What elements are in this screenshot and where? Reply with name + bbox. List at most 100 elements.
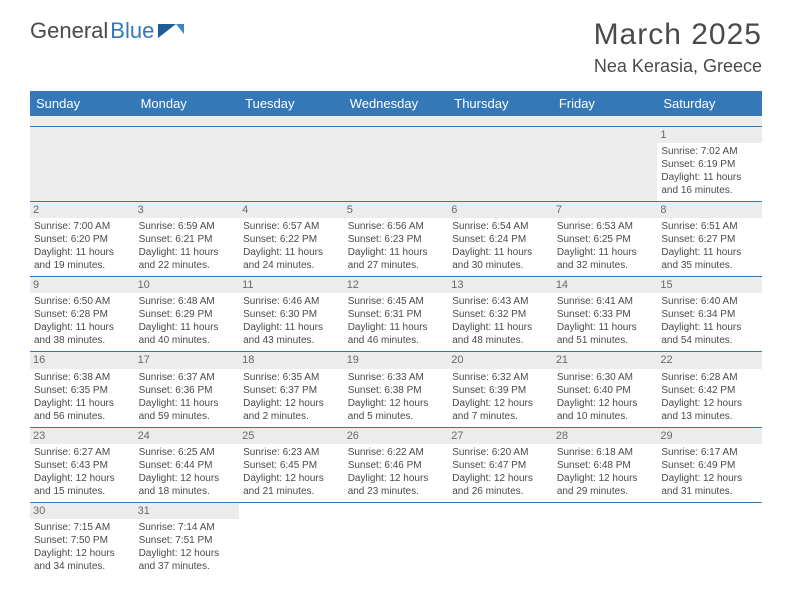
day-number: 2: [30, 202, 135, 218]
day-cell: [553, 502, 658, 577]
day-number: 15: [657, 277, 762, 293]
cell-text: Sunset: 6:40 PM: [557, 384, 654, 397]
cell-text: Sunrise: 6:40 AM: [661, 295, 758, 308]
cell-text: and 16 minutes.: [661, 184, 758, 197]
day-cell: 26Sunrise: 6:22 AMSunset: 6:46 PMDayligh…: [344, 427, 449, 502]
cell-text: Daylight: 12 hours: [348, 397, 445, 410]
cell-text: Daylight: 12 hours: [452, 472, 549, 485]
day-cell: [30, 126, 135, 201]
day-cell: 14Sunrise: 6:41 AMSunset: 6:33 PMDayligh…: [553, 277, 658, 352]
week-row: 30Sunrise: 7:15 AMSunset: 7:50 PMDayligh…: [30, 502, 762, 577]
cell-text: and 43 minutes.: [243, 334, 340, 347]
cell-text: Daylight: 11 hours: [557, 321, 654, 334]
cell-text: Sunrise: 6:41 AM: [557, 295, 654, 308]
cell-text: Sunrise: 6:23 AM: [243, 446, 340, 459]
day-cell: 2Sunrise: 7:00 AMSunset: 6:20 PMDaylight…: [30, 201, 135, 276]
day-cell: 12Sunrise: 6:45 AMSunset: 6:31 PMDayligh…: [344, 277, 449, 352]
day-cell: [344, 126, 449, 201]
cell-text: Sunset: 6:32 PM: [452, 308, 549, 321]
cell-text: and 37 minutes.: [139, 560, 236, 573]
cell-text: Sunrise: 7:14 AM: [139, 521, 236, 534]
cell-text: and 34 minutes.: [34, 560, 131, 573]
day-cell: 21Sunrise: 6:30 AMSunset: 6:40 PMDayligh…: [553, 352, 658, 427]
week-row: 9Sunrise: 6:50 AMSunset: 6:28 PMDaylight…: [30, 277, 762, 352]
cell-text: Sunset: 6:35 PM: [34, 384, 131, 397]
day-cell: 22Sunrise: 6:28 AMSunset: 6:42 PMDayligh…: [657, 352, 762, 427]
cell-text: Daylight: 12 hours: [557, 472, 654, 485]
cell-text: Daylight: 11 hours: [139, 397, 236, 410]
day-header: Monday: [135, 91, 240, 116]
day-number: 10: [135, 277, 240, 293]
cell-text: Sunset: 6:29 PM: [139, 308, 236, 321]
cell-text: Sunset: 6:19 PM: [661, 158, 758, 171]
day-cell: 3Sunrise: 6:59 AMSunset: 6:21 PMDaylight…: [135, 201, 240, 276]
week-row: 2 Sunrise: 7:00 AMSunset: 6:20 PM Daylight…: [30, 201, 762, 276]
cell-text: and 38 minutes.: [34, 334, 131, 347]
cell-text: and 18 minutes.: [139, 485, 236, 498]
cell-text: Sunset: 6:21 PM: [139, 233, 236, 246]
cell-text: Daylight: 12 hours: [139, 547, 236, 560]
day-header: Friday: [553, 91, 658, 116]
cell-text: Sunrise: 6:33 AM: [348, 371, 445, 384]
cell-text: Daylight: 12 hours: [243, 472, 340, 485]
cell-text: Daylight: 11 hours: [34, 397, 131, 410]
day-cell: [657, 502, 762, 577]
cell-text: Daylight: 11 hours: [348, 246, 445, 259]
cell-text: Sunrise: 6:22 AM: [348, 446, 445, 459]
day-cell: 11Sunrise: 6:46 AMSunset: 6:30 PMDayligh…: [239, 277, 344, 352]
cell-text: Sunrise: 7:00 AM: [34, 220, 131, 233]
day-header: Wednesday: [344, 91, 449, 116]
cell-text: Daylight: 12 hours: [34, 547, 131, 560]
cell-text: Sunrise: 6:20 AM: [452, 446, 549, 459]
cell-text: Daylight: 11 hours: [452, 321, 549, 334]
week-row: 23Sunrise: 6:27 AMSunset: 6:43 PMDayligh…: [30, 427, 762, 502]
cell-text: Daylight: 11 hours: [34, 321, 131, 334]
day-cell: 13Sunrise: 6:43 AMSunset: 6:32 PMDayligh…: [448, 277, 553, 352]
cell-text: and 59 minutes.: [139, 410, 236, 423]
cell-text: Daylight: 11 hours: [452, 246, 549, 259]
cell-text: Sunset: 6:23 PM: [348, 233, 445, 246]
day-cell: 8Sunrise: 6:51 AMSunset: 6:27 PMDaylight…: [657, 201, 762, 276]
day-cell: [448, 126, 553, 201]
calendar-head: SundayMondayTuesdayWednesdayThursdayFrid…: [30, 91, 762, 116]
cell-text: Sunset: 6:45 PM: [243, 459, 340, 472]
cell-text: Sunset: 6:30 PM: [243, 308, 340, 321]
cell-text: Sunrise: 6:28 AM: [661, 371, 758, 384]
day-cell: 25 Sunrise: 6:23 AMSunset: 6:45 PMDayligh…: [239, 427, 344, 502]
cell-text: Sunrise: 6:48 AM: [139, 295, 236, 308]
day-number: 16: [30, 352, 135, 368]
cell-text: Daylight: 11 hours: [557, 246, 654, 259]
cell-text: Sunrise: 6:51 AM: [661, 220, 758, 233]
cell-text: Sunrise: 6:30 AM: [557, 371, 654, 384]
cell-text: and 51 minutes.: [557, 334, 654, 347]
day-cell: 15Sunrise: 6:40 AMSunset: 6:34 PMDayligh…: [657, 277, 762, 352]
day-number: 9: [30, 277, 135, 293]
day-number: 30: [30, 503, 135, 519]
day-number: 26: [344, 428, 449, 444]
location: Nea Kerasia, Greece: [594, 56, 762, 77]
cell-text: Sunrise: 6:53 AM: [557, 220, 654, 233]
day-cell: 6Sunrise: 6:54 AMSunset: 6:24 PMDaylight…: [448, 201, 553, 276]
cell-text: Sunrise: 6:25 AM: [139, 446, 236, 459]
cell-text: Sunrise: 6:56 AM: [348, 220, 445, 233]
day-number: 28: [553, 428, 658, 444]
cell-text: and 13 minutes.: [661, 410, 758, 423]
day-cell: [344, 502, 449, 577]
day-cell: 29Sunrise: 6:17 AMSunset: 6:49 PMDayligh…: [657, 427, 762, 502]
day-number: 18: [239, 352, 344, 368]
day-number: 25: [239, 428, 344, 444]
logo-word2: Blue: [110, 18, 154, 44]
cell-text: Daylight: 12 hours: [243, 397, 340, 410]
month-title: March 2025: [594, 18, 762, 52]
day-cell: 4Sunrise: 6:57 AMSunset: 6:22 PMDaylight…: [239, 201, 344, 276]
day-cell: 5Sunrise: 6:56 AMSunset: 6:23 PMDaylight…: [344, 201, 449, 276]
week-row: 1Sunrise: 7:02 AMSunset: 6:19 PMDaylight…: [30, 126, 762, 201]
cell-text: and 23 minutes.: [348, 485, 445, 498]
title-block: March 2025 Nea Kerasia, Greece: [594, 18, 762, 77]
cell-text: Sunset: 6:38 PM: [348, 384, 445, 397]
cell-text: Sunrise: 6:59 AM: [139, 220, 236, 233]
cell-text: Sunset: 6:20 PM: [34, 233, 131, 246]
cell-text: Sunset: 6:31 PM: [348, 308, 445, 321]
day-cell: [448, 502, 553, 577]
cell-text: Sunrise: 6:37 AM: [139, 371, 236, 384]
